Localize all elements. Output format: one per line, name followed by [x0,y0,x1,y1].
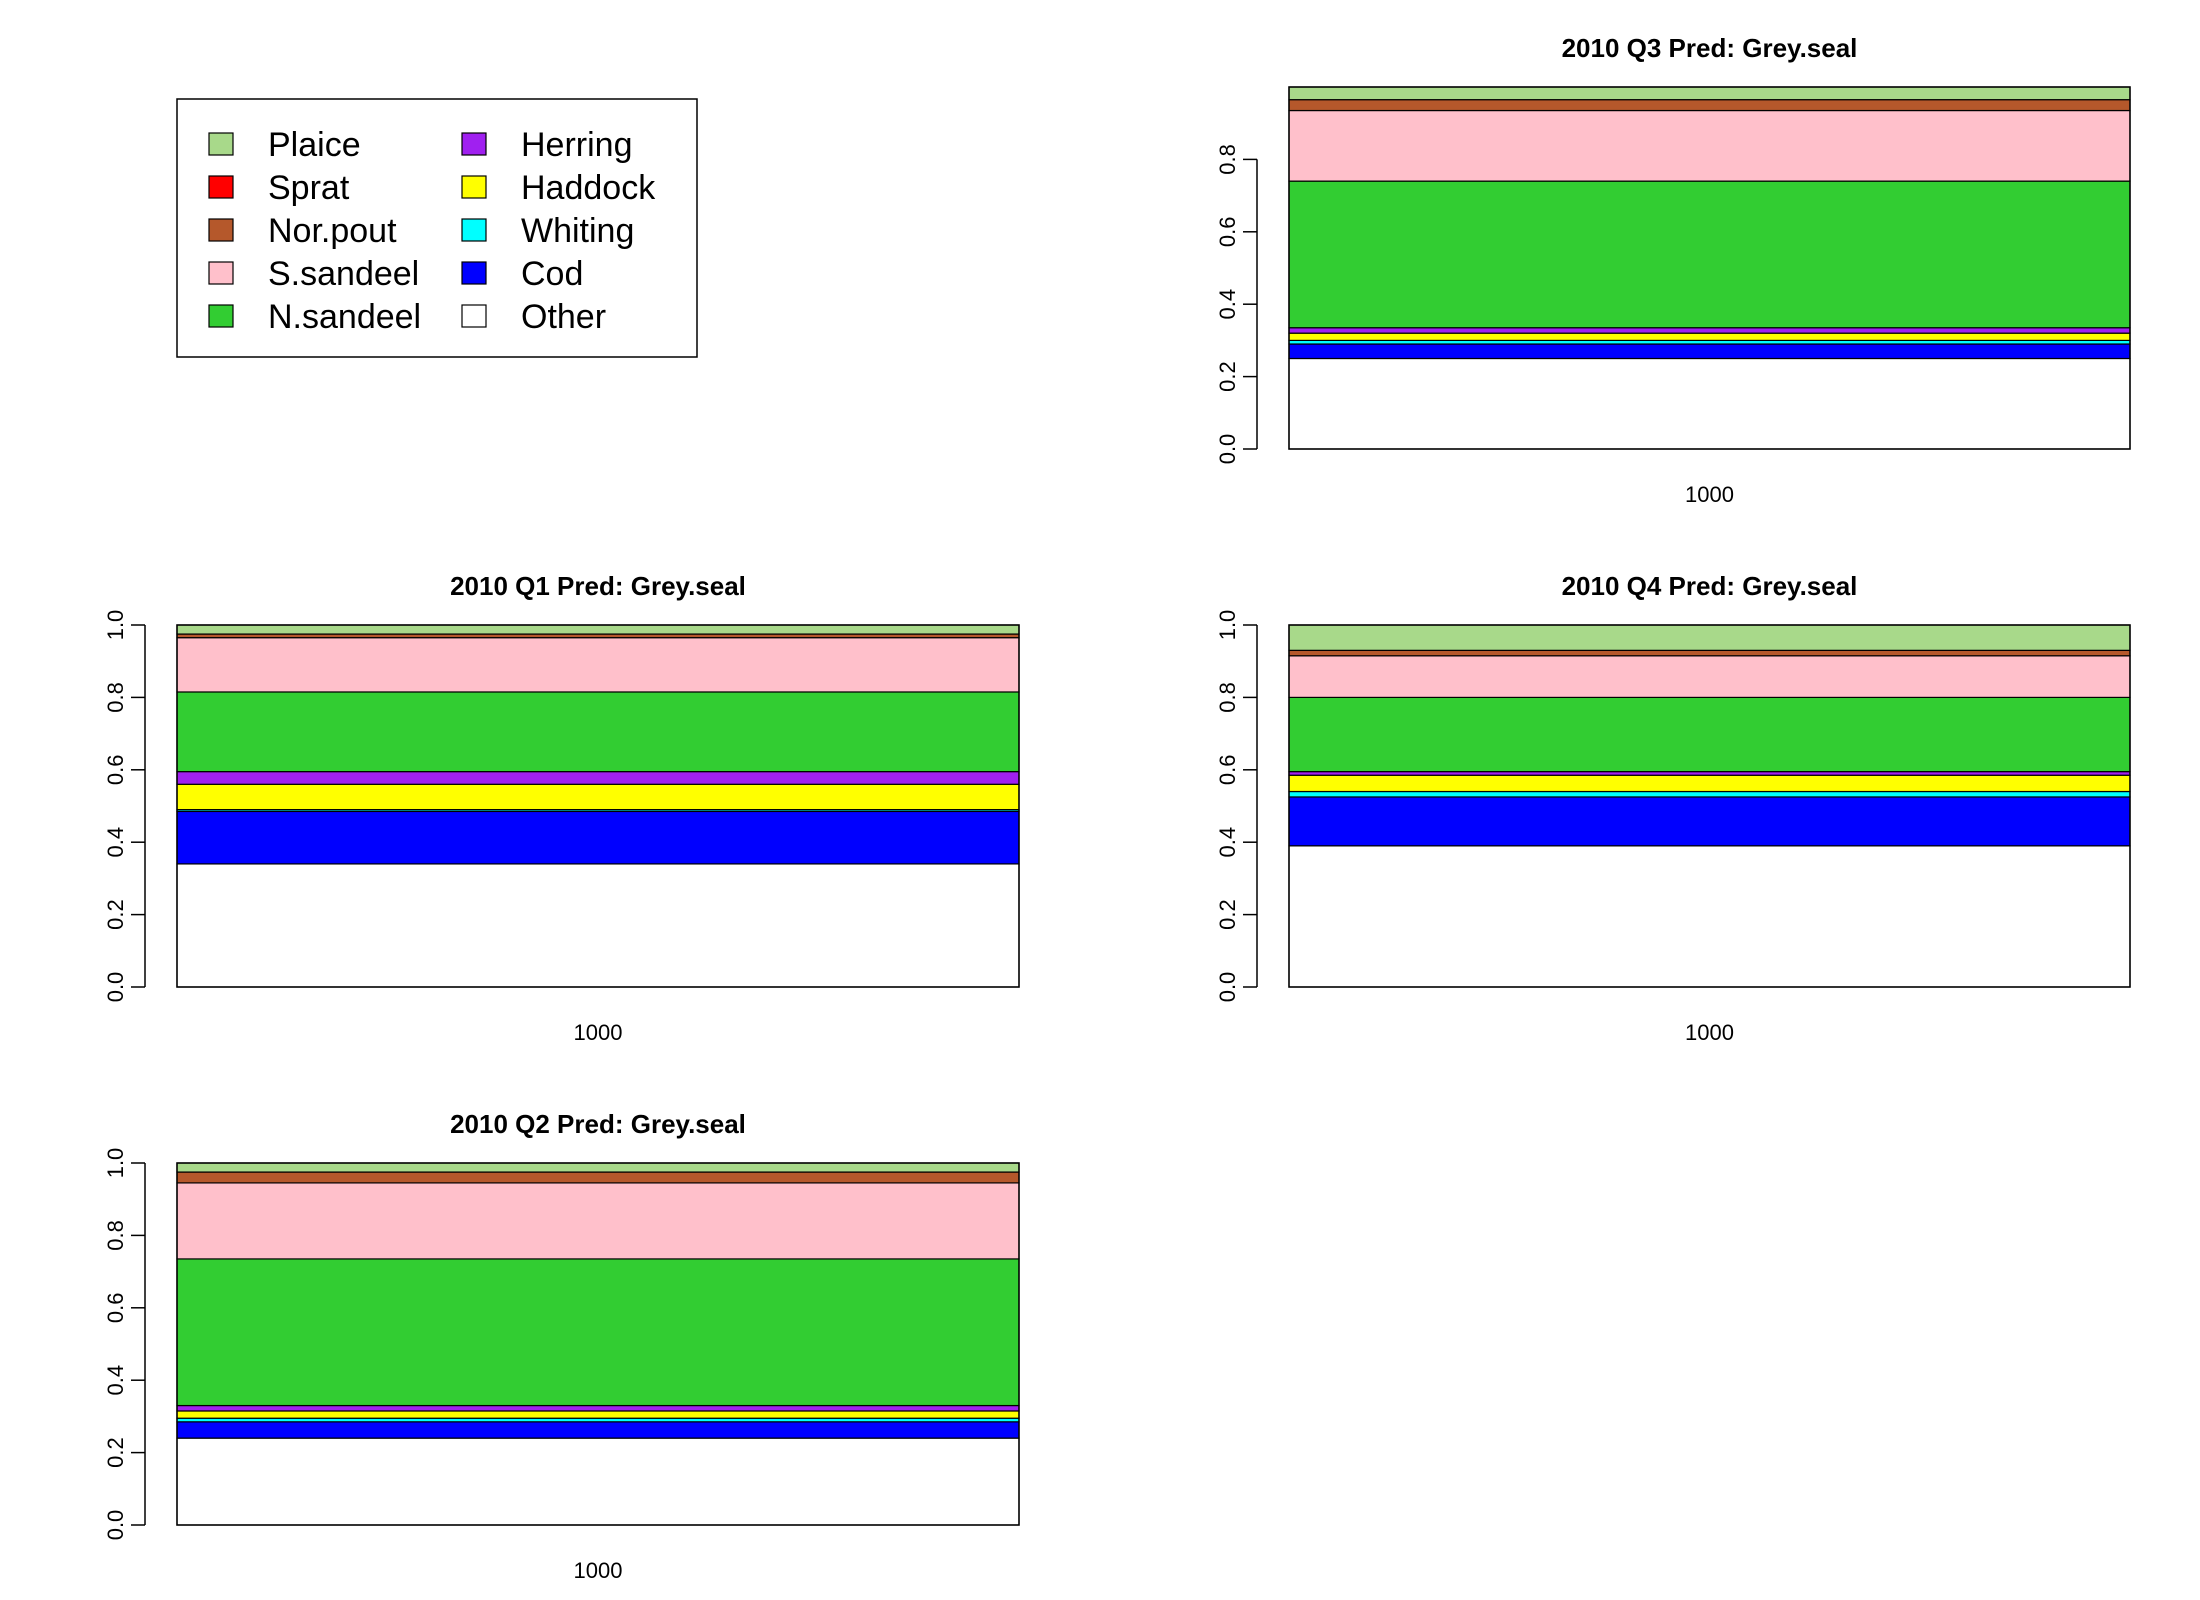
y-tick-label: 0.6 [103,1293,128,1324]
bar-segment-s-sandeel [1288,655,2131,699]
bar-segment-s-sandeel [176,1182,1020,1260]
y-tick-label: 0.6 [1215,217,1240,248]
panel-title: 2010 Q1 Pred: Grey.seal [450,571,746,601]
bar-segment-cod [1288,343,2131,360]
legend-swatch-s-sandeel [208,261,234,285]
plot-border [1288,86,2131,450]
panel-1: 2010 Q3 Pred: Grey.seal 0.0 0.2 0.4 0.6 0.8 10… [1215,33,2131,507]
bar-segment-haddock [176,1410,1020,1419]
y-tick-label: 0.2 [103,1437,128,1468]
legend-swatch-haddock [461,175,487,199]
legend-label-sprat: Sprat [268,169,350,207]
chart-panels: 2010 Q3 Pred: Grey.seal 0.0 0.2 0.4 0.6 0.8 10… [103,33,2131,1583]
bar-segment-plaice [176,624,1020,635]
legend-swatch-herring [461,132,487,156]
bar-segment-s-sandeel [1288,109,2131,182]
legend-label-plaice: Plaice [268,126,361,164]
bar-segment-haddock [1288,774,2131,793]
legend-swatch-other [461,304,487,328]
legend-label-haddock: Haddock [521,169,656,207]
legend-label-herring: Herring [521,126,632,164]
bar-segment-other [1288,845,2131,988]
plot-border [176,624,1020,988]
legend-label-nor-pout: Nor.pout [268,212,397,250]
bar-segment-plaice [1288,86,2131,101]
legend-swatch-plaice [208,132,234,156]
y-tick-label: 0.6 [103,755,128,786]
x-category-label: 1000 [1685,482,1734,507]
legend-label-other: Other [521,298,606,336]
bar-segment-haddock [176,783,1020,811]
legend-box [176,98,698,358]
y-tick-label: 0.4 [1215,289,1240,320]
panel-title: 2010 Q4 Pred: Grey.seal [1562,571,1858,601]
plot-border [176,1162,1020,1526]
y-tick-label: 0.8 [1215,144,1240,175]
bar-segment-whiting [1288,790,2131,798]
y-tick-label: 0.2 [1215,899,1240,930]
y-tick-label: 1.0 [103,1148,128,1179]
bar-segment-other [176,1437,1020,1526]
bar-segment-other [1288,357,2131,450]
bar-segment-haddock [1288,332,2131,342]
y-tick-label: 0.2 [103,899,128,930]
bar-segment-s-sandeel [176,637,1020,693]
x-category-label: 1000 [574,1558,623,1583]
panel-title: 2010 Q2 Pred: Grey.seal [450,1109,746,1139]
y-tick-label: 0.0 [1215,972,1240,1003]
y-tick-label: 1.0 [103,610,128,641]
legend-label-cod: Cod [521,255,583,293]
x-category-label: 1000 [574,1020,623,1045]
bar-segment-herring [176,1404,1020,1412]
legend-label-whiting: Whiting [521,212,634,250]
legend-swatch-sprat [208,175,234,199]
y-tick-label: 0.0 [1215,434,1240,465]
bar-segment-nor-pout [176,1171,1020,1184]
y-tick-label: 0.4 [1215,827,1240,858]
legend-swatch-n-sandeel [208,304,234,328]
bar-segment-cod [1288,796,2131,847]
y-tick-label: 0.6 [1215,755,1240,786]
x-category-label: 1000 [1685,1020,1734,1045]
y-tick-label: 0.0 [103,1510,128,1541]
bar-segment-cod [176,1421,1020,1439]
legend-label-n-sandeel: N.sandeel [268,298,421,336]
bar-segment-cod [176,810,1020,865]
bar-segment-n-sandeel [1288,180,2131,329]
bar-segment-nor-pout [1288,99,2131,112]
panel-3: 2010 Q4 Pred: Grey.seal 0.0 0.2 0.4 0.6 0.8 1.… [1215,571,2131,1045]
y-tick-label: 0.2 [1215,361,1240,392]
y-tick-label: 0.0 [103,972,128,1003]
y-tick-label: 1.0 [1215,610,1240,641]
legend-label-s-sandeel: S.sandeel [268,255,419,293]
panel-4: 2010 Q2 Pred: Grey.seal 0.0 0.2 0.4 0.6 0.8 1.… [103,1109,1020,1583]
bar-segment-plaice [1288,624,2131,651]
y-tick-label: 0.8 [103,682,128,713]
y-tick-label: 0.4 [103,827,128,858]
bar-segment-n-sandeel [176,1258,1020,1407]
bar-segment-plaice [176,1162,1020,1173]
bar-segment-n-sandeel [1288,696,2131,773]
y-tick-label: 0.8 [1215,682,1240,713]
y-tick-label: 0.8 [103,1220,128,1251]
panel-title: 2010 Q3 Pred: Grey.seal [1562,33,1858,63]
panel-2: 2010 Q1 Pred: Grey.seal 0.0 0.2 0.4 0.6 0.8 1.… [103,571,1020,1045]
bar-segment-n-sandeel [176,691,1020,773]
plot-border [1288,624,2131,988]
y-tick-label: 0.4 [103,1365,128,1396]
legend-swatch-cod [461,261,487,285]
bar-segment-herring [1288,327,2131,334]
bar-segment-herring [176,771,1020,785]
bar-segment-nor-pout [1288,649,2131,657]
bar-segment-other [176,863,1020,988]
legend-swatch-whiting [461,218,487,242]
legend-swatch-nor-pout [208,218,234,242]
legend: Plaice Sprat Nor.pout S.sandeel N.sandeel Her… [176,98,698,358]
